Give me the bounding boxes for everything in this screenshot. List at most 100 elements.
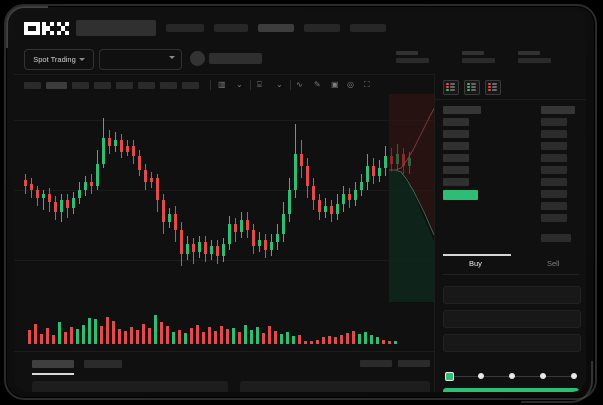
- candle-body: [210, 246, 213, 254]
- bottom-tab-1[interactable]: [32, 360, 74, 368]
- settings-gear-icon[interactable]: ◎: [347, 80, 354, 89]
- slider-node-50[interactable]: [509, 373, 515, 379]
- ask-depth-area: [389, 94, 439, 244]
- orderbook-row[interactable]: [443, 154, 469, 162]
- order-price-field[interactable]: [443, 286, 581, 304]
- slider-node-25[interactable]: [478, 373, 484, 379]
- trading-pair-dropdown[interactable]: [99, 49, 182, 70]
- volume-bar: [148, 328, 151, 344]
- volume-bar: [370, 335, 373, 344]
- volume-bar: [232, 328, 235, 344]
- orderbook-view-bids[interactable]: [464, 80, 480, 95]
- volume-bar: [334, 337, 337, 344]
- volume-bar: [394, 341, 397, 344]
- pencil-draw-icon[interactable]: ✎: [314, 80, 321, 89]
- candle-body: [132, 146, 135, 156]
- slider-node-100[interactable]: [571, 373, 577, 379]
- chart-type-icon[interactable]: ▥: [218, 80, 226, 89]
- tab-buy[interactable]: Buy: [469, 259, 482, 268]
- orderbook-row[interactable]: [443, 142, 469, 150]
- volume-bar: [364, 332, 367, 344]
- volume-bar: [322, 337, 325, 344]
- indicator-icon[interactable]: ⌸: [257, 80, 262, 89]
- candle-body: [66, 200, 69, 208]
- candle-body: [234, 224, 237, 232]
- candle-body: [84, 182, 87, 190]
- right-panel: Buy Sell: [434, 74, 586, 392]
- volume-bar: [64, 332, 67, 344]
- orderbook-row[interactable]: [443, 118, 469, 126]
- slider-node-75[interactable]: [540, 373, 546, 379]
- market-stat-1: [396, 51, 429, 63]
- wave-indicator-icon[interactable]: ∿: [296, 80, 303, 89]
- candle-body: [384, 156, 387, 168]
- orderbook-row[interactable]: [541, 166, 567, 174]
- orderbook-row[interactable]: [541, 142, 567, 150]
- nav-item-2[interactable]: [214, 24, 248, 32]
- timeframe-1[interactable]: [24, 82, 41, 89]
- candle-body: [252, 230, 255, 246]
- camera-snapshot-icon[interactable]: ▣: [331, 80, 339, 89]
- chart-type-dropdown-icon[interactable]: ⌄: [236, 80, 243, 89]
- candle-body: [96, 164, 99, 186]
- nav-item-1[interactable]: [166, 24, 204, 32]
- market-stat-1-label: [396, 51, 418, 55]
- volume-bar: [292, 336, 295, 344]
- timeframe-5[interactable]: [116, 82, 133, 89]
- bezel-highlight-bottom-right: [521, 361, 593, 403]
- orderbook-row[interactable]: [541, 154, 567, 162]
- bottom-action-1[interactable]: [360, 360, 392, 367]
- candle-body: [378, 168, 381, 176]
- nav-item-4[interactable]: [304, 24, 340, 32]
- timeframe-3[interactable]: [72, 82, 89, 89]
- bottom-action-2[interactable]: [398, 360, 430, 367]
- timeframe-7[interactable]: [160, 82, 177, 89]
- candle-body: [48, 194, 51, 202]
- nav-item-5[interactable]: [350, 24, 386, 32]
- ask-depth-line: [389, 99, 439, 171]
- indicator-dropdown-icon[interactable]: ⌄: [276, 80, 283, 89]
- timeframe-6[interactable]: [138, 82, 155, 89]
- orderbook-view-asks[interactable]: [485, 80, 501, 95]
- bottom-tab-2[interactable]: [84, 360, 122, 368]
- candlestick-chart[interactable]: [14, 94, 434, 306]
- order-amount-slider[interactable]: [445, 372, 579, 381]
- tab-sell[interactable]: Sell: [547, 259, 560, 268]
- market-stat-3-label: [518, 51, 540, 55]
- orderbook-row[interactable]: [443, 130, 469, 138]
- orderbook-divider: [435, 99, 586, 100]
- volume-bar: [268, 326, 271, 344]
- search-input[interactable]: [76, 20, 156, 36]
- timeframe-8[interactable]: [182, 82, 199, 89]
- candle-body: [306, 166, 309, 186]
- orderbook-row[interactable]: [541, 130, 567, 138]
- order-total-field[interactable]: [443, 334, 581, 352]
- volume-bar: [340, 335, 343, 344]
- fullscreen-icon[interactable]: ⛶: [364, 80, 370, 89]
- orderbook-view-both[interactable]: [443, 80, 459, 95]
- timeframe-4[interactable]: [94, 82, 111, 89]
- orderbook-row[interactable]: [443, 166, 469, 174]
- orderbook-row[interactable]: [541, 190, 567, 198]
- okx-logo[interactable]: [24, 22, 69, 35]
- timeframe-2[interactable]: [46, 82, 67, 89]
- nav-item-3[interactable]: [258, 24, 294, 32]
- market-mode-dropdown[interactable]: Spot Trading: [24, 49, 94, 70]
- volume-bar: [178, 330, 181, 344]
- orderbook-row[interactable]: [443, 178, 469, 186]
- submit-buy-button[interactable]: [443, 388, 579, 392]
- volume-bar: [202, 332, 205, 344]
- orderbook-row[interactable]: [541, 234, 571, 242]
- candle-body: [360, 182, 363, 190]
- orderbook-row[interactable]: [541, 178, 567, 186]
- orderbook-row[interactable]: [541, 214, 567, 222]
- orderbook-row[interactable]: [541, 118, 567, 126]
- volume-bar: [358, 334, 361, 344]
- volume-bar: [304, 341, 307, 344]
- volume-bar: [82, 325, 85, 344]
- order-amount-field[interactable]: [443, 310, 581, 328]
- orderbook-row[interactable]: [541, 202, 567, 210]
- orderbook-spread-row: [443, 190, 478, 200]
- candle-body: [318, 200, 321, 212]
- slider-handle[interactable]: [445, 372, 454, 381]
